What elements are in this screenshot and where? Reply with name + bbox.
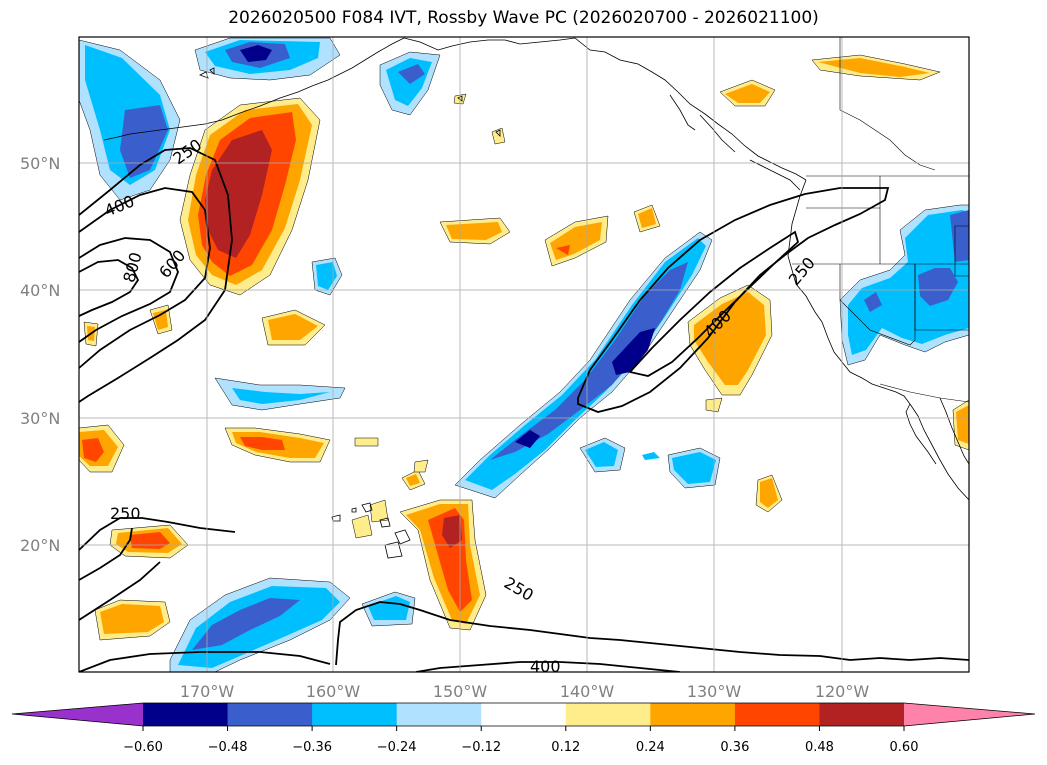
- anomaly-region-neg-mid-72: [642, 452, 660, 460]
- anomaly-region-pos-mid-48: [406, 474, 420, 486]
- anomaly-region-pos-strong-29: [82, 438, 104, 462]
- anomaly-region-pos-mid-74: [694, 292, 766, 385]
- colorbar-tick-label-9: 0.60: [890, 740, 919, 755]
- anomaly-region-neg-strong-80: [864, 292, 882, 312]
- colorbar-tick-label-3: −0.24: [377, 740, 417, 755]
- contour-label-250-c: 250: [110, 504, 141, 523]
- map-frame: [78, 36, 970, 673]
- colorbar-segment-6: [650, 703, 736, 726]
- gridlines: [79, 37, 969, 672]
- colorbar-tick-label-0: −0.60: [123, 740, 163, 755]
- anomaly-region-pos-light-45: [351, 514, 373, 539]
- colorbar-segment-5: [565, 703, 651, 726]
- anomaly-region-neg-mid-23: [232, 388, 330, 404]
- lat-label-30n: 30°N: [20, 409, 60, 428]
- colorbar-extend-low: [12, 703, 143, 726]
- longitude-labels: 170°W 160°W 150°W 140°W 130°W 120°W: [180, 682, 870, 701]
- colorbar-tick-label-1: −0.48: [208, 740, 248, 755]
- anomaly-region-pos-light-30: [354, 437, 379, 447]
- anomaly-region-neg-strong-81: [918, 268, 958, 306]
- lat-label-20n: 20°N: [20, 536, 60, 555]
- anomaly-region-neg-strong-38: [192, 598, 300, 650]
- colorbar-segment-7: [734, 703, 820, 726]
- colorbar-tick-label-7: 0.36: [720, 740, 749, 755]
- colorbar-segment-0: [143, 703, 229, 726]
- anomaly-region-pos-mid-17: [268, 314, 318, 340]
- anomaly-region-neg-max-66: [515, 430, 540, 448]
- colorbar-segment-3: [396, 703, 482, 726]
- lat-label-40n: 40°N: [20, 281, 60, 300]
- lon-label-160w: 160°W: [306, 682, 361, 701]
- anomaly-region-neg-mid-37: [178, 586, 340, 668]
- anomaly-region-pos-mid-35: [100, 604, 164, 634]
- lon-label-120w: 120°W: [815, 682, 870, 701]
- anomaly-region-pos-light-46: [369, 499, 389, 523]
- anomaly-region-pos-max-13: [205, 130, 272, 258]
- colorbar-tick-label-2: −0.36: [292, 740, 332, 755]
- anomaly-region-pos-mid-60: [725, 84, 770, 103]
- anomaly-region-pos-strong-26: [240, 437, 285, 450]
- anomaly-region-pos-mid-56: [638, 208, 656, 228]
- anomaly-region-pos-mid-19: [153, 310, 168, 330]
- colorbar-tick-label-6: 0.24: [636, 740, 665, 755]
- lon-label-140w: 140°W: [560, 682, 615, 701]
- anomaly-region-neg-mid-71: [672, 452, 716, 484]
- contour-label-400-c: 400: [530, 657, 561, 676]
- map-layers: [79, 37, 969, 672]
- colorbar-segment-8: [819, 703, 905, 726]
- anomaly-region-neg-mid-79: [848, 210, 969, 355]
- anomaly-region-neg-max-6: [240, 45, 272, 62]
- anomaly-region-pos-light-57: [491, 127, 506, 145]
- anomaly-region-neg-mid-15: [316, 262, 337, 290]
- anomaly-region-neg-strong-65: [490, 262, 688, 460]
- anomaly-fill: [79, 37, 969, 672]
- anomaly-region-pos-light-49: [413, 459, 429, 473]
- lon-label-150w: 150°W: [433, 682, 488, 701]
- anomaly-region-pos-mid-62: [818, 58, 930, 77]
- anomaly-region-pos-mid-84: [956, 405, 969, 444]
- anomaly-region-pos-strong-54: [556, 245, 570, 255]
- anomaly-region-neg-max-67: [612, 328, 655, 375]
- anomaly-region-pos-max-44: [442, 515, 462, 548]
- lon-label-130w: 130°W: [687, 682, 742, 701]
- ivt-contours: [79, 147, 969, 672]
- colorbar-tick-label-8: 0.48: [805, 740, 834, 755]
- latitude-labels: 50°N 40°N 30°N 20°N: [20, 154, 60, 555]
- colorbar-segment-1: [227, 703, 313, 726]
- anomaly-region-neg-strong-2: [120, 105, 168, 178]
- anomaly-region-neg-mid-40: [368, 596, 410, 620]
- lat-label-50n: 50°N: [20, 154, 60, 173]
- colorbar-tick-label-4: −0.12: [461, 740, 501, 755]
- anomaly-region-neg-mid-69: [585, 442, 618, 467]
- colorbar-tick-label-5: 0.12: [551, 740, 580, 755]
- colorbar-segment-2: [312, 703, 398, 726]
- map-title: 2026020500 F084 IVT, Rossby Wave PC (202…: [228, 8, 819, 28]
- anomaly-region-neg-strong-9: [398, 64, 425, 84]
- lon-label-170w: 170°W: [180, 682, 235, 701]
- colorbar-extend-high: [904, 703, 1035, 726]
- anomaly-region-pos-mid-77: [760, 478, 778, 508]
- colorbar-segment-4: [481, 703, 567, 726]
- colorbar: −0.60 −0.48 −0.36 −0.24 −0.12 0.12 0.24 0.36 0.4…: [11, 702, 1036, 755]
